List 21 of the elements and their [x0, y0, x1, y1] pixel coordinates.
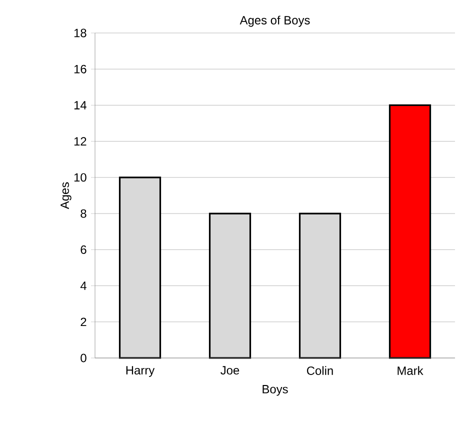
y-tick-label: 8	[80, 209, 86, 218]
y-tick-label: 14	[74, 101, 86, 110]
bar	[118, 176, 162, 359]
y-tick-label: 2	[80, 318, 86, 326]
chart-title: Ages of Boys	[240, 16, 310, 27]
y-tick-label: 4	[80, 282, 86, 290]
y-tick-label: 6	[80, 245, 86, 254]
x-axis-title: Boys	[262, 385, 288, 396]
y-tick-label: 10	[74, 173, 86, 182]
bar	[388, 104, 432, 359]
y-tick-label: 18	[74, 28, 86, 38]
y-tick-label: 16	[74, 64, 86, 74]
x-tick-label: Joe	[220, 366, 240, 375]
x-tick-label: Harry	[126, 366, 155, 377]
bar	[298, 212, 342, 359]
x-tick-label: Mark	[398, 366, 424, 375]
y-tick-label: 0	[80, 354, 86, 362]
x-tick-label: Colin	[306, 366, 333, 375]
bar	[208, 212, 252, 359]
y-axis-title: Ages	[60, 182, 72, 210]
y-tick-label: 12	[74, 137, 86, 146]
